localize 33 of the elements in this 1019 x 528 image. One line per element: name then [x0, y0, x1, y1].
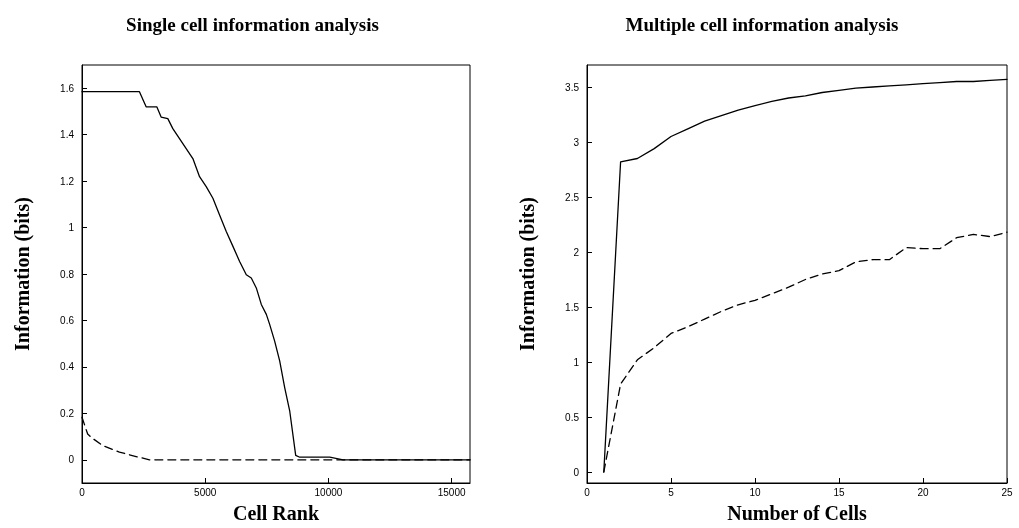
y-tick-label: 0.8 [60, 268, 75, 280]
y-tick-label: 1.5 [565, 301, 580, 313]
y-tick-label: 1 [68, 222, 75, 234]
x-tick-label: 0 [79, 486, 86, 498]
y-tick-label: 0.6 [60, 314, 75, 326]
y-tick-label: 1.4 [60, 129, 75, 141]
y-tick-label: 0.5 [565, 411, 580, 423]
chart-title: Single cell information analysis [126, 14, 379, 35]
x-tick-label: 15000 [437, 486, 466, 498]
y-tick-label: 2.5 [565, 191, 580, 203]
x-tick-label: 20 [917, 486, 929, 498]
x-axis-title: Number of Cells [727, 502, 868, 524]
x-tick-label: 25 [1001, 486, 1013, 498]
x-tick-label: 10 [749, 486, 761, 498]
x-tick-label: 5 [668, 486, 675, 498]
y-tick-label: 3 [573, 136, 580, 148]
y-tick-label: 0 [573, 466, 580, 478]
y-tick-label: 3.5 [565, 81, 580, 93]
y-tick-label: 1 [573, 356, 580, 368]
y-tick-label: 1.6 [60, 82, 75, 94]
x-tick-label: 10000 [314, 486, 343, 498]
x-tick-label: 15 [833, 486, 845, 498]
x-tick-label: 0 [584, 486, 591, 498]
x-axis-title: Cell Rank [232, 502, 320, 524]
y-tick-label: 2 [573, 246, 580, 258]
x-tick-label: 5000 [194, 486, 217, 498]
y-tick-label: 1.2 [60, 175, 75, 187]
y-tick-label: 0 [68, 454, 75, 466]
y-tick-label: 0.2 [60, 407, 75, 419]
chart-title: Multiple cell information analysis [625, 14, 899, 35]
y-tick-label: 0.4 [60, 361, 75, 373]
y-axis-title: Information (bits) [516, 197, 539, 351]
y-axis-title: Information (bits) [11, 197, 34, 351]
